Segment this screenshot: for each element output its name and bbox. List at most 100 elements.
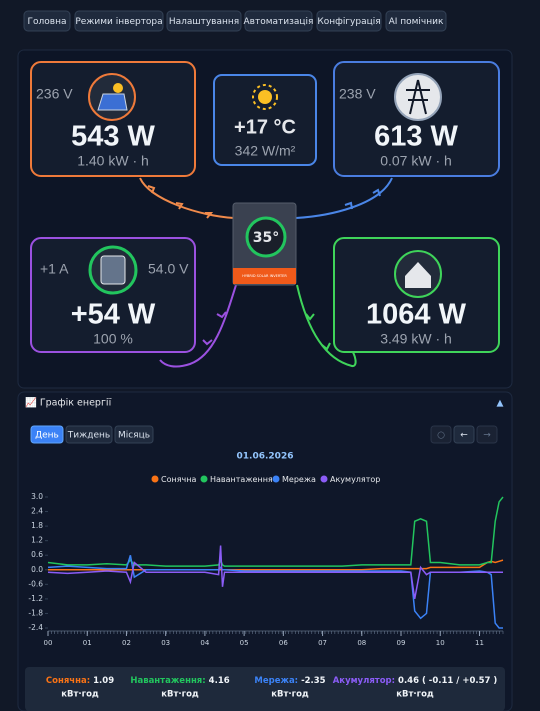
period-label[interactable]: День: [35, 431, 59, 441]
nav-tab[interactable]: [316, 10, 382, 32]
x-tick-label: 10: [436, 639, 445, 647]
nav-label[interactable]: AI помічник: [389, 17, 444, 27]
summary-label: Сонячна:: [46, 676, 90, 686]
nav-button[interactable]: [453, 425, 475, 444]
nav-button[interactable]: [430, 425, 452, 444]
series-line: [48, 559, 504, 571]
battery-card: [30, 237, 196, 353]
period-label[interactable]: Тиждень: [67, 431, 110, 441]
period-button[interactable]: [30, 425, 64, 444]
flow-chevrons: [305, 313, 331, 351]
load-flow: [296, 284, 357, 367]
summary-line: Навантаження: 4.16: [130, 676, 229, 686]
legend-swatch: [320, 475, 328, 483]
x-tick-label: 05: [240, 639, 249, 647]
inverter-display: [245, 216, 287, 258]
inverter-strip: [233, 268, 296, 284]
summary-value: 1.09: [93, 676, 114, 686]
y-tick-label: 1.8: [31, 521, 43, 530]
nav-button-label[interactable]: ○: [437, 431, 445, 441]
nav-tab[interactable]: [23, 10, 71, 32]
x-tick-label: 09: [397, 639, 406, 647]
nav-label[interactable]: Конфігурація: [317, 17, 380, 27]
y-tick-label: -0.6: [28, 579, 43, 588]
solar-power: 543 W: [71, 121, 155, 153]
y-tick-label: 0.6: [31, 550, 43, 559]
legend-swatch: [272, 475, 280, 483]
battery-body: [100, 255, 126, 285]
flow-chevrons: [147, 185, 214, 219]
x-tick-label: 03: [161, 639, 170, 647]
chart-date: 01.06.2026: [237, 452, 294, 462]
legend-label: Навантаження: [210, 475, 273, 484]
sun-icon: [258, 90, 272, 104]
battery-charge: 100 %: [93, 331, 133, 347]
grid-energy: 0.07 kW · h: [380, 153, 452, 169]
legend-swatch: [200, 475, 208, 483]
solar-flow: [139, 177, 235, 219]
y-tick-label: -2.4: [28, 623, 43, 632]
summary-unit: кВт·год: [161, 690, 199, 700]
house-icon: [405, 262, 431, 288]
nav-button-label[interactable]: ←: [460, 431, 468, 441]
flow-chevrons: [202, 311, 227, 346]
legend-swatch: [151, 475, 159, 483]
y-tick-label: 0.0: [31, 565, 43, 574]
summary-value: -2.35: [301, 676, 326, 686]
summary-line: Мережа: -2.35: [254, 676, 325, 686]
flow-arrows: [139, 177, 393, 368]
flow-chevrons: [344, 188, 381, 210]
nav-label[interactable]: Режими інвертора: [75, 17, 162, 27]
series-line: [47, 545, 503, 600]
y-tick-label: 1.2: [31, 536, 43, 545]
legend-label: Сонячна: [161, 475, 196, 484]
load-power: 1064 W: [366, 299, 467, 331]
summary-line: Сонячна: 1.09: [46, 676, 114, 686]
period-button[interactable]: [114, 425, 154, 444]
panel-icon: [97, 93, 128, 111]
grid-icon: [394, 73, 442, 121]
nav-tab[interactable]: [385, 10, 447, 32]
nav-tab[interactable]: [244, 10, 313, 32]
nav-button[interactable]: [476, 425, 498, 444]
plot: Сонячна Навантаження Мережа Акумулятор 3.0 2.…: [28, 475, 504, 647]
y-tick-label: -1.2: [28, 594, 43, 603]
summary-unit: кВт·год: [271, 690, 309, 700]
solar-energy: 1.40 kW · h: [77, 153, 149, 169]
battery-current: +1 A: [40, 261, 69, 277]
nav-label[interactable]: Автоматизація: [244, 17, 314, 27]
temperature: +17 °C: [234, 116, 296, 138]
period-button[interactable]: [65, 425, 113, 444]
x-tick-label: 11: [475, 639, 484, 647]
summary-value: 4.16: [209, 676, 230, 686]
nav-label[interactable]: Налаштування: [169, 17, 239, 27]
weather-card: [213, 74, 317, 166]
battery-flow: [159, 284, 237, 368]
nav-bar: Головна Режими інвертора Налаштування Ав…: [23, 10, 447, 32]
x-tick-label: 01: [83, 639, 92, 647]
x-tick-label: 02: [122, 639, 131, 647]
x-tick-label: 08: [357, 639, 366, 647]
nav-tab[interactable]: [166, 10, 242, 32]
legend-label: Акумулятор: [330, 475, 380, 484]
nav-button-label[interactable]: →: [483, 431, 491, 441]
sun-rays: [252, 84, 278, 110]
chart-title: 📈 Графік енергії: [25, 397, 112, 409]
nav-tab[interactable]: [74, 10, 164, 32]
x-tick-label: 04: [200, 639, 209, 647]
x-tick-label: 00: [44, 639, 53, 647]
solar-voltage: 236 V: [36, 86, 73, 102]
nav-label[interactable]: Головна: [28, 17, 67, 27]
inverter-label: HYBRID SOLAR INVERTER: [242, 274, 287, 278]
battery-power: +54 W: [71, 299, 156, 331]
y-tick-label: -1.8: [28, 608, 43, 617]
summary: Сонячна: 1.09 кВт·год Навантаження: 4.16 кВт·…: [46, 676, 498, 700]
x-tick-label: 07: [318, 639, 327, 647]
load-energy: 3.49 kW · h: [380, 331, 452, 347]
period-label[interactable]: Місяць: [118, 431, 150, 441]
sun-icon: [113, 83, 123, 93]
summary-label: Мережа:: [254, 676, 298, 686]
collapse-toggle[interactable]: ▲: [497, 399, 504, 409]
summary-line: Акумулятор: 0.46 ( -0.11 / +0.57 ): [333, 676, 498, 686]
